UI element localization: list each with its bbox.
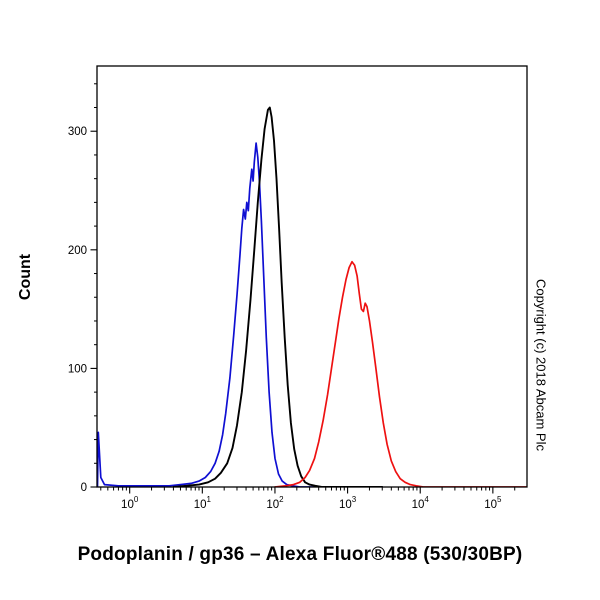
x-tick-label: 101 [194,495,212,511]
plot-area: 100 101 102 103 104 105 0 100 200 300 [68,65,528,511]
x-tick-label: 100 [121,495,139,511]
chart-canvas: Count 100 101 102 103 104 105 0 100 200 300 [17,65,528,511]
y-axis-label: Count [17,253,34,300]
y-tick-label: 100 [68,363,87,375]
x-tick-label: 103 [339,495,357,511]
x-tick-label: 104 [412,495,430,511]
y-tick-label: 0 [81,482,87,494]
y-tick-label: 200 [68,245,87,257]
blue-curve-path [97,142,384,487]
y-tick-label: 300 [68,126,87,138]
black-curve-path [172,106,384,487]
x-tick-label: 102 [266,495,284,511]
flow-histogram-chart: Count 100 101 102 103 104 105 0 100 200 300 [17,65,528,511]
red-curve-path [274,260,527,487]
copyright-watermark: Copyright (c) 2018 Abcam Plc [533,279,549,451]
plot-frame [96,65,528,488]
series-group [97,106,527,487]
x-tick-label: 105 [484,495,502,511]
figure-caption: Podoplanin / gp36 – Alexa Fluor®488 (530… [77,544,523,565]
